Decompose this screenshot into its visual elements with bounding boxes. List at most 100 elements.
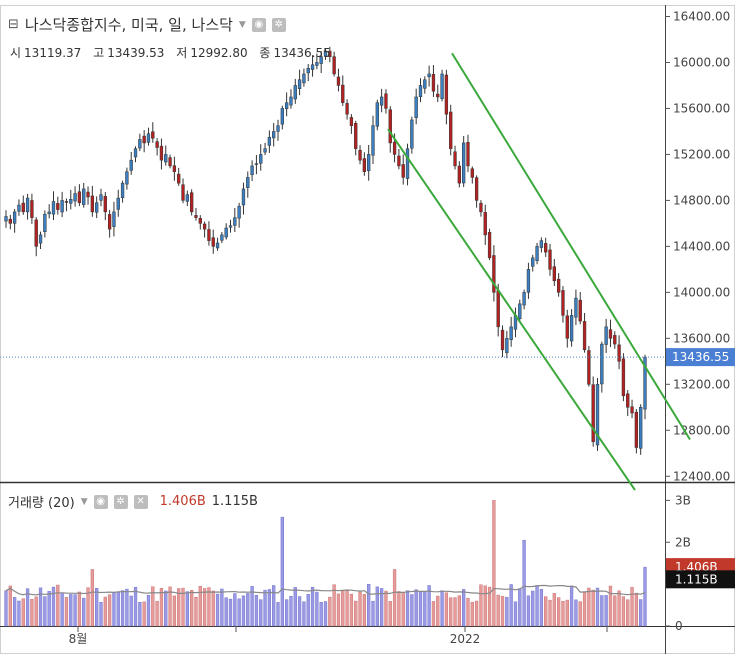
volume-bar	[535, 585, 539, 627]
volume-bar	[284, 599, 289, 627]
volume-bar	[634, 592, 639, 627]
candle-body	[565, 315, 569, 339]
volume-bar	[99, 601, 103, 627]
candle-body	[43, 213, 47, 232]
volume-bar	[479, 584, 483, 627]
volume-ma-badge	[666, 570, 735, 589]
volume-bar	[600, 595, 604, 627]
candle-body	[600, 343, 604, 385]
candle-body	[159, 145, 164, 161]
candle-body	[621, 358, 626, 397]
volume-bar	[297, 596, 302, 627]
candle-body	[556, 278, 561, 293]
volume-bar	[181, 587, 185, 627]
low-value: 12992.80	[190, 46, 248, 60]
candle-body	[544, 243, 548, 253]
candle-body	[112, 211, 116, 227]
candle-body	[280, 108, 284, 125]
candle-body	[185, 194, 189, 202]
candle-body	[367, 154, 371, 172]
volume-bar	[487, 586, 492, 627]
volume-bar	[215, 593, 220, 627]
volume-bar	[254, 594, 259, 627]
candle-body	[639, 407, 643, 449]
candle-body	[479, 202, 483, 213]
volume-bar	[518, 588, 522, 627]
candle-body	[384, 93, 388, 109]
candle-body	[168, 157, 172, 167]
candle-body	[392, 141, 397, 155]
candle-body	[449, 111, 453, 149]
volume-bar	[418, 591, 423, 627]
volume-gear-icon[interactable]: ✲	[113, 494, 128, 509]
close-icon[interactable]: ✕	[133, 494, 148, 509]
high-value: 13439.53	[107, 46, 165, 60]
volume-bar	[276, 602, 280, 627]
close-value: 13436.55	[273, 46, 331, 60]
candle-body	[427, 73, 431, 78]
volume-tick-label: 3B	[675, 493, 691, 507]
price-tick-label: 14000.00	[673, 285, 730, 299]
candle-body	[345, 103, 349, 115]
volume-bar	[539, 589, 544, 627]
volume-caret-down-icon[interactable]: ▼	[80, 496, 88, 507]
candle-body	[418, 85, 423, 98]
candle-body	[414, 96, 418, 118]
volume-bar	[315, 591, 319, 627]
volume-value: 1.406B	[159, 494, 206, 509]
eye-icon[interactable]: ◉	[251, 17, 266, 32]
candle-body	[604, 326, 608, 345]
volume-bar	[60, 592, 64, 627]
volume-bar	[185, 591, 189, 627]
candle-body	[552, 266, 556, 282]
volume-bar	[21, 598, 25, 627]
candle-body	[315, 62, 319, 66]
volume-bar	[202, 588, 207, 627]
volume-bar	[556, 597, 561, 627]
gear-icon[interactable]: ✲	[271, 17, 286, 32]
candle-body	[207, 229, 211, 241]
volume-bar	[30, 599, 34, 627]
volume-bar	[272, 585, 276, 627]
volume-bar	[302, 601, 306, 627]
volume-bar	[423, 592, 427, 627]
candle-body	[95, 202, 99, 213]
volume-bar	[47, 591, 51, 627]
candle-body	[336, 76, 341, 86]
volume-bar	[95, 588, 99, 627]
volume-bar	[626, 599, 630, 627]
candle-body	[254, 163, 259, 165]
volume-bar	[194, 597, 198, 627]
candle-body	[38, 234, 43, 244]
volume-bar	[375, 586, 379, 627]
volume-tick-label: 2B	[675, 535, 691, 549]
volume-bar	[492, 500, 496, 627]
volume-bar	[505, 596, 509, 627]
volume-bar	[561, 601, 565, 627]
volume-bar	[103, 596, 107, 627]
minus-square-icon[interactable]: ⊟	[8, 17, 19, 32]
candle-body	[146, 133, 151, 143]
volume-bar	[388, 601, 392, 627]
candle-body	[561, 290, 565, 316]
candle-body	[431, 74, 436, 92]
volume-bar	[608, 585, 613, 627]
candle-body	[492, 255, 496, 293]
volume-bar	[120, 590, 125, 627]
volume-bar	[349, 593, 354, 627]
volume-bar	[544, 596, 548, 627]
caret-down-icon[interactable]: ▼	[238, 19, 246, 30]
volume-bar	[306, 594, 310, 627]
volume-bar	[470, 601, 474, 627]
candle-body	[4, 216, 8, 222]
volume-eye-icon[interactable]: ◉	[93, 494, 108, 509]
volume-bar	[267, 589, 272, 627]
candle-body	[60, 200, 64, 213]
volume-bar	[12, 597, 17, 627]
volume-bar	[190, 590, 194, 627]
volume-bar	[431, 601, 436, 627]
candle-body	[177, 173, 181, 184]
candle-body	[133, 148, 138, 158]
candle-body	[487, 232, 492, 259]
